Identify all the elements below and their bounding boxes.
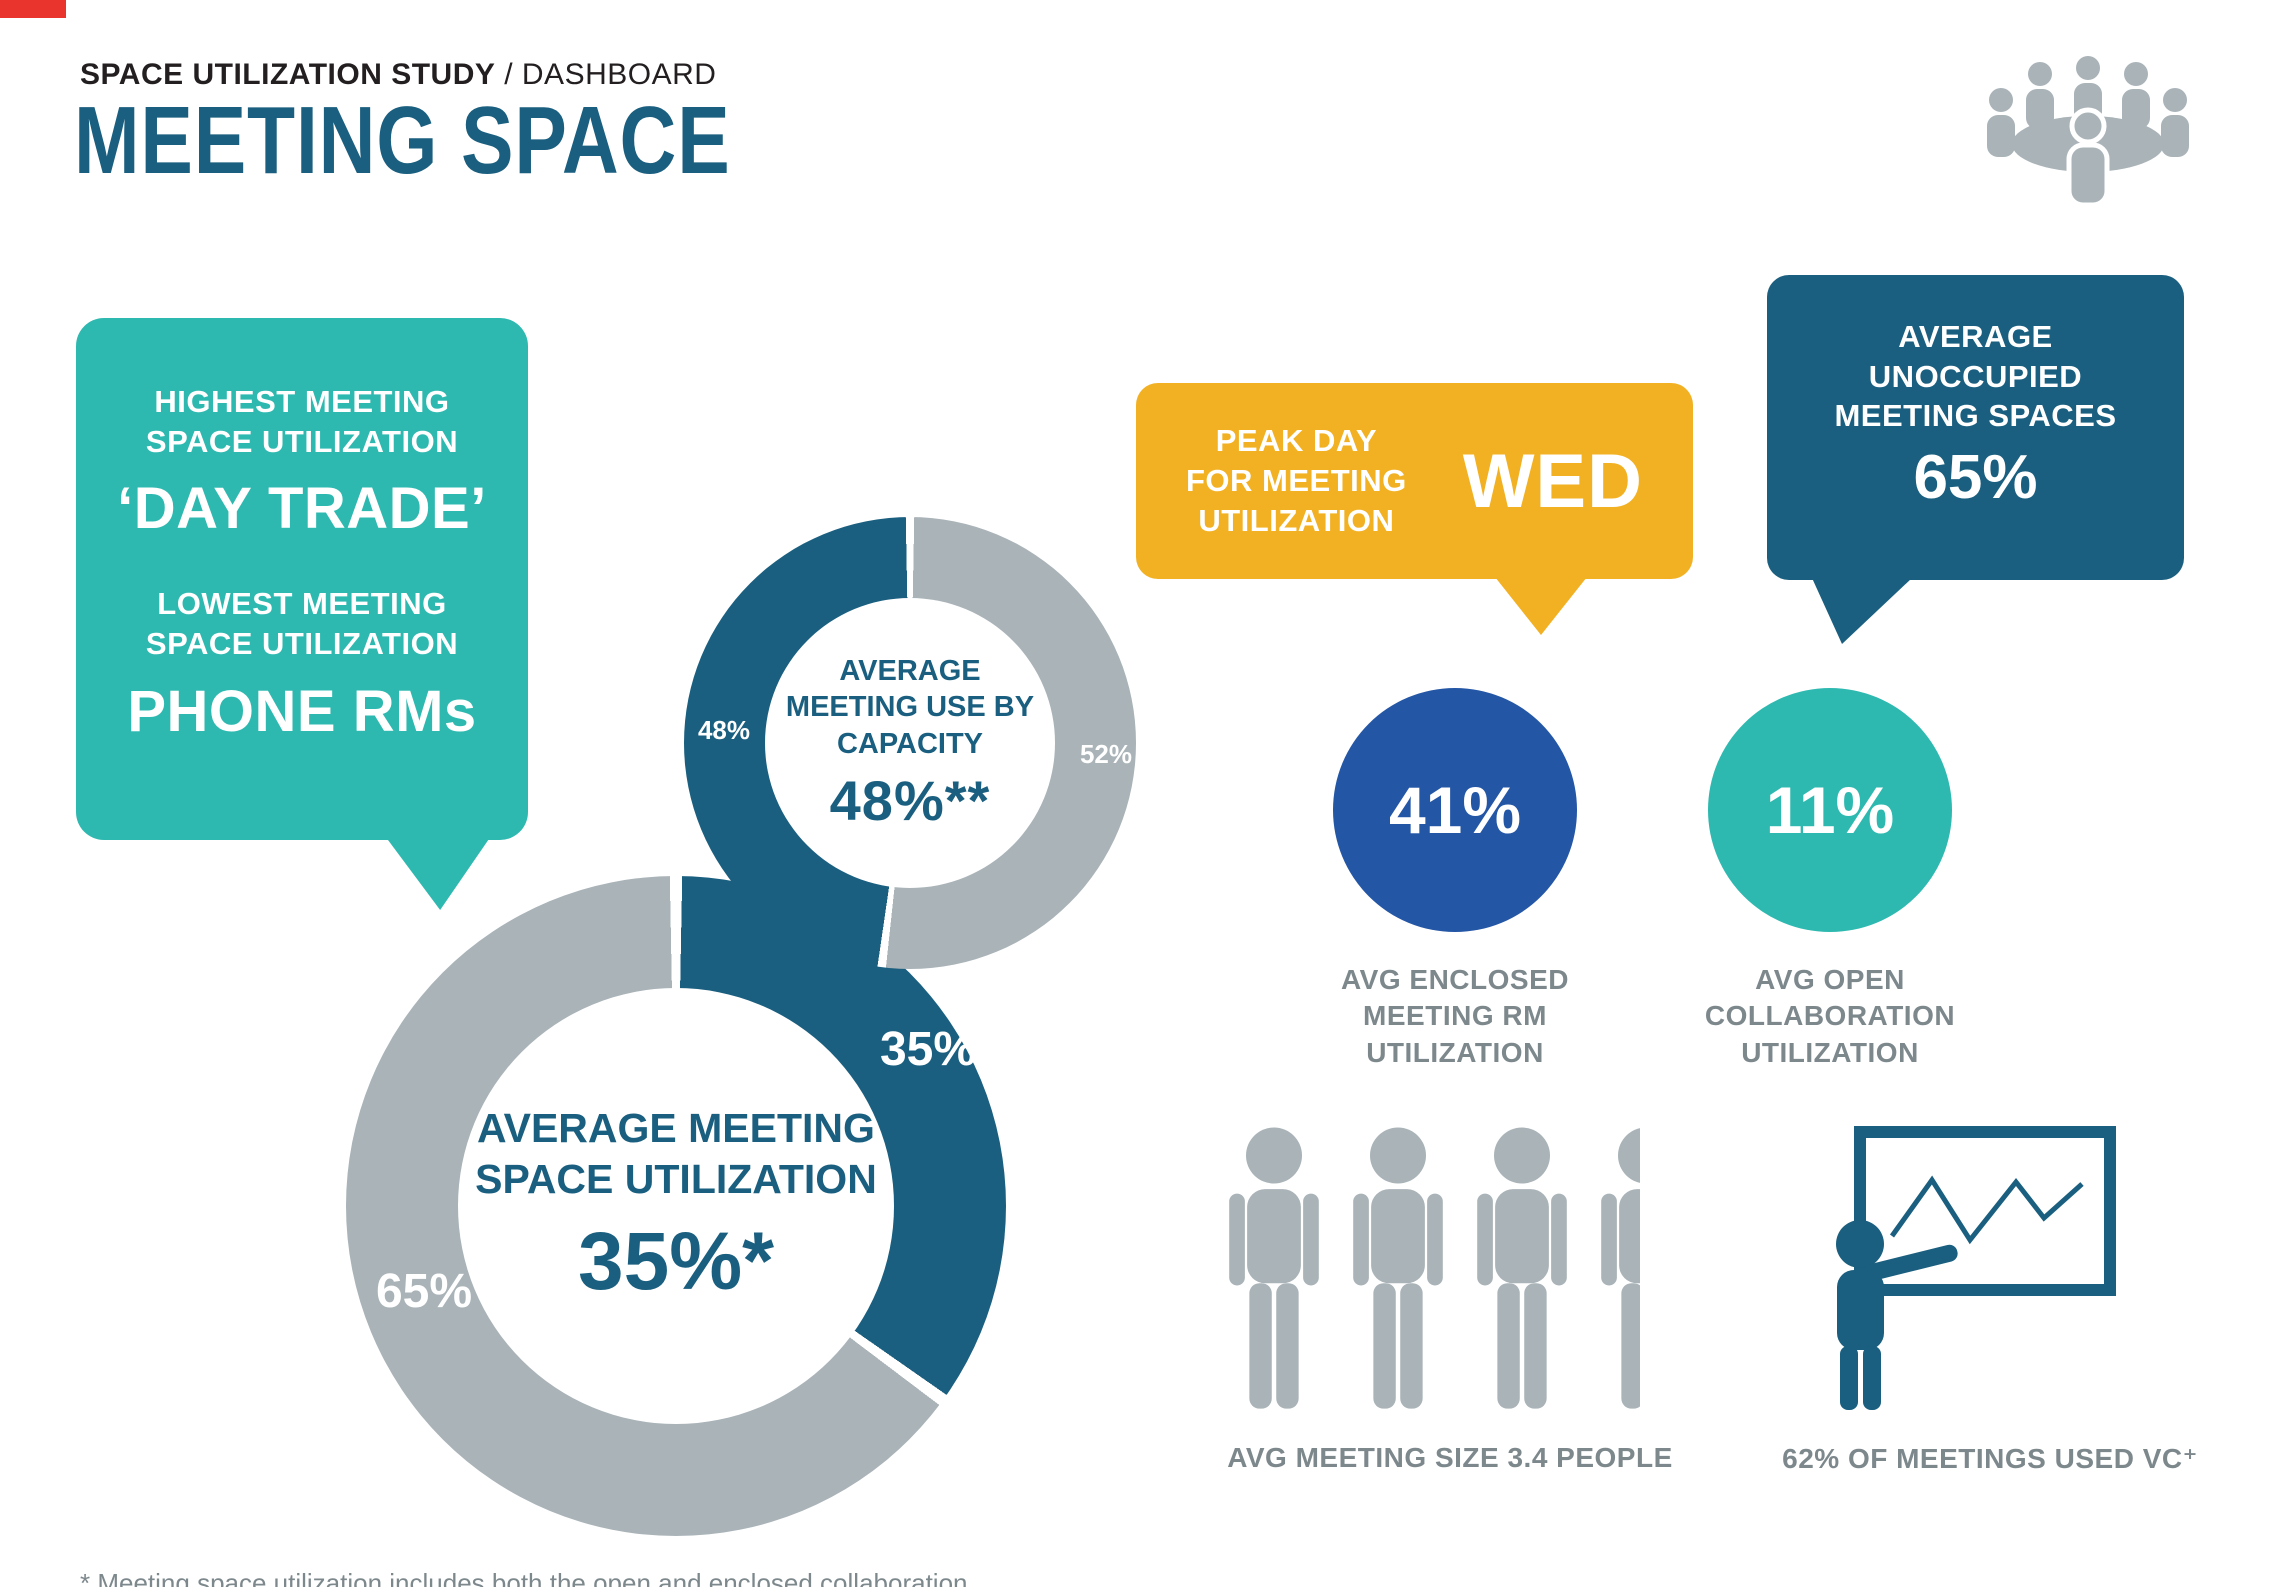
person-icon <box>1477 1127 1567 1409</box>
highest-utilization-label: HIGHEST MEETING SPACE UTILIZATION <box>145 384 459 459</box>
corner-mark <box>0 0 66 18</box>
breadcrumb-dashboard: / DASHBOARD <box>495 58 717 91</box>
peak-day-label: PEAK DAY FOR MEETING UTILIZATION <box>1186 423 1407 538</box>
capacity-donut-center: AVERAGE MEETING USE BY CAPACITY 48%** <box>765 598 1055 888</box>
capacity-donut-value: 48%** <box>829 768 991 832</box>
breadcrumb-study: SPACE UTILIZATION STUDY <box>80 58 496 91</box>
enclosed-utilization-label: AVG ENCLOSED MEETING RM UTILIZATION <box>1341 964 1569 1068</box>
open-collab-utilization-label: AVG OPEN COLLABORATION UTILIZATION <box>1704 964 1956 1068</box>
meeting-table-icon <box>1987 56 2189 208</box>
footnote: * Meeting space utilization includes bot… <box>80 1568 968 1587</box>
unoccupied-value: 65% <box>1913 443 2038 513</box>
slice-label-48: 48% <box>697 715 751 745</box>
highest-utilization-value: ‘DAY TRADE’ <box>117 476 487 542</box>
breadcrumb: SPACE UTILIZATION STUDY / DASHBOARD <box>80 58 716 92</box>
capacity-donut-chart: AVERAGE MEETING USE BY CAPACITY 48%** 48… <box>684 517 1136 969</box>
slice-label-65: 65% <box>375 1265 473 1318</box>
utilization-highlow-callout: HIGHEST MEETING SPACE UTILIZATION ‘DAY T… <box>76 318 528 840</box>
open-collab-utilization-circle: 11% <box>1708 688 1952 932</box>
slice-label-35: 35% <box>879 1023 977 1076</box>
meeting-size-caption: AVG MEETING SIZE 3.4 PEOPLE <box>1227 1442 1673 1473</box>
capacity-donut-title: AVERAGE MEETING USE BY CAPACITY <box>785 655 1035 760</box>
unoccupied-label: AVERAGE UNOCCUPIED MEETING SPACES <box>1834 319 2117 434</box>
utilization-donut-value: 35%* <box>577 1216 775 1308</box>
person-icon <box>1353 1127 1443 1409</box>
open-collab-utilization-value: 11% <box>1765 773 1895 847</box>
lowest-utilization-value: PHONE RMs <box>127 678 477 744</box>
meeting-size-pictogram <box>1218 1126 1640 1418</box>
peak-day-callout: PEAK DAY FOR MEETING UTILIZATION WED <box>1136 383 1693 579</box>
unoccupied-callout: AVERAGE UNOCCUPIED MEETING SPACES 65% <box>1767 275 2184 580</box>
partial-person-icon <box>1590 1126 1640 1418</box>
vc-usage-caption: 62% OF MEETINGS USED VC⁺ <box>1782 1443 2198 1474</box>
dark-callout-tail <box>1812 578 1912 644</box>
enclosed-utilization-circle: 41% <box>1333 688 1577 932</box>
peak-day-value: WED <box>1462 438 1643 524</box>
slice-label-52: 52% <box>1079 739 1133 769</box>
utilization-donut-title: AVERAGE MEETING SPACE UTILIZATION <box>475 1104 877 1202</box>
utilization-donut-center: AVERAGE MEETING SPACE UTILIZATION 35%* <box>458 988 894 1424</box>
page-title: MEETING SPACE <box>74 87 731 194</box>
utilization-donut-chart: AVERAGE MEETING SPACE UTILIZATION 35%* 3… <box>346 876 1006 1536</box>
person-icon <box>1229 1127 1319 1409</box>
yellow-callout-tail <box>1495 577 1587 635</box>
video-conference-icon <box>1836 1126 2116 1410</box>
enclosed-utilization-value: 41% <box>1388 773 1522 847</box>
lowest-utilization-label: LOWEST MEETING SPACE UTILIZATION <box>145 586 459 662</box>
